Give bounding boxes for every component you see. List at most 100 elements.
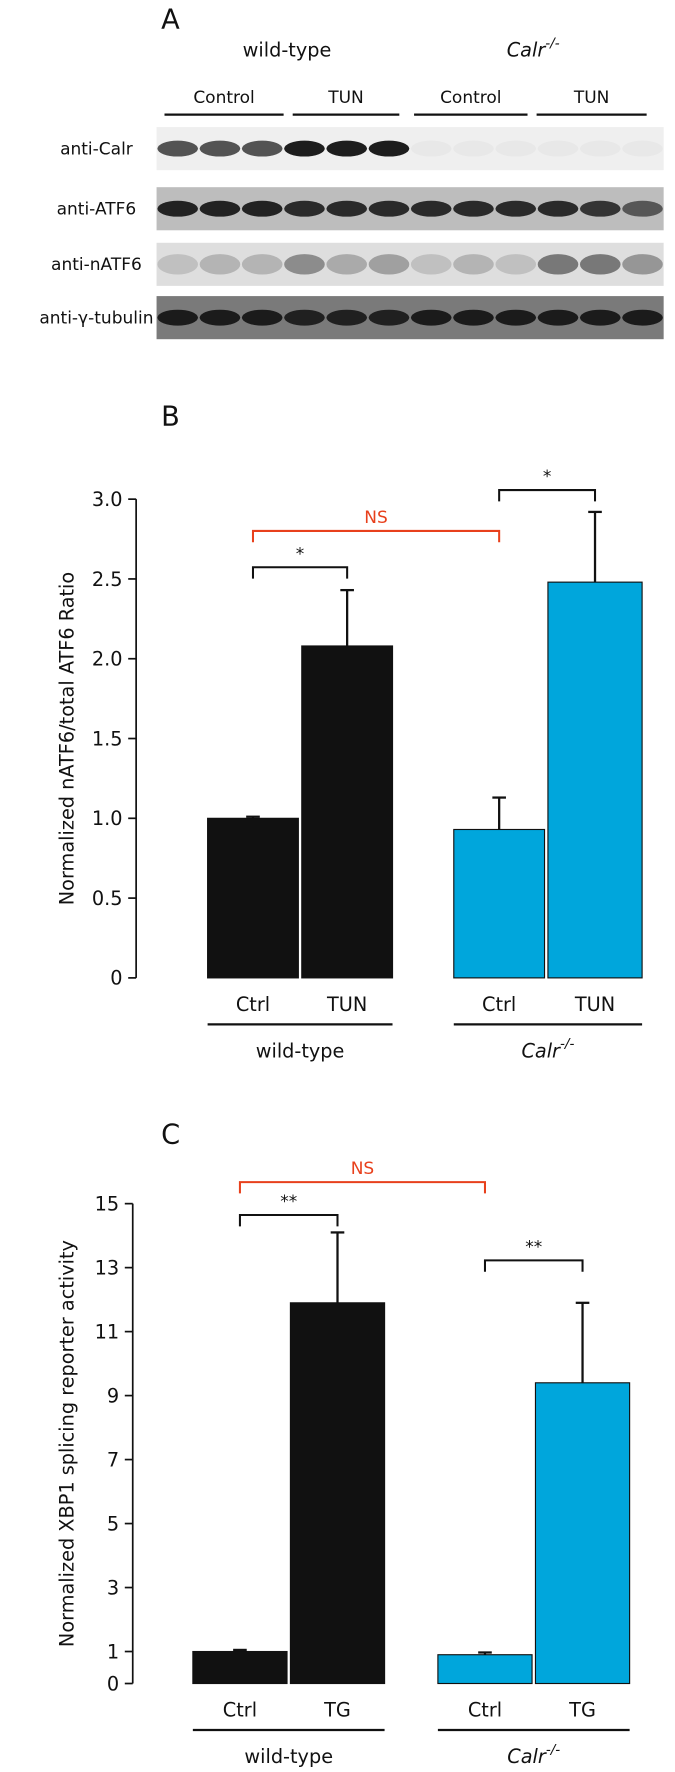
- blot-band: [326, 140, 368, 157]
- group-sup: -/-: [545, 36, 559, 52]
- blot-band: [453, 141, 494, 157]
- condition-label: Control: [440, 88, 501, 108]
- y-tick-label: 3.0: [92, 488, 123, 511]
- y-tick-label: 15: [95, 1192, 120, 1215]
- blot-strip: [156, 127, 664, 171]
- y-tick-label: 1.5: [92, 727, 123, 750]
- group-sup: -/-: [560, 1036, 574, 1052]
- group-label: Calr-/-: [507, 36, 560, 62]
- blot-band: [199, 254, 241, 275]
- sig-bracket: [483, 1259, 584, 1272]
- y-tick-label: 0: [107, 1672, 119, 1695]
- blot-band: [410, 200, 452, 217]
- y-tick-label: 1.0: [92, 807, 123, 830]
- blot-band: [622, 254, 663, 275]
- x-tick-label: Ctrl: [482, 993, 516, 1016]
- sig-label: **: [280, 1192, 297, 1212]
- group-name: wild-type: [243, 39, 332, 62]
- row-label: anti-γ-tubulin: [39, 308, 153, 328]
- panel-label: B: [161, 401, 180, 432]
- sig-label: NS: [364, 508, 388, 528]
- blot-band: [284, 254, 325, 275]
- condition-label: Control: [193, 88, 254, 108]
- blot-band: [622, 309, 663, 326]
- blot-band: [368, 140, 410, 157]
- sig-bracket: [238, 1213, 339, 1227]
- group-label: wild-type: [244, 1745, 333, 1768]
- row-label: anti-Calr: [60, 139, 133, 159]
- blot-band: [495, 200, 537, 217]
- blot-band: [284, 140, 325, 157]
- group-name: wild-type: [256, 1039, 345, 1062]
- group-label: Calr-/-: [521, 1036, 574, 1062]
- blot-band: [157, 254, 198, 275]
- bar: [207, 817, 299, 979]
- blot-band: [579, 309, 621, 326]
- y-axis-label: Normalized XBP1 splicing reporter activi…: [56, 1240, 79, 1647]
- blot-strip: [156, 242, 664, 286]
- group-name: Calr: [521, 1039, 561, 1062]
- condition-label: TUN: [327, 88, 364, 108]
- y-tick-label: 2.5: [92, 568, 123, 591]
- x-tick-label: TUN: [574, 993, 615, 1016]
- y-tick-label: 7: [107, 1448, 119, 1471]
- sig-bracket: [251, 529, 501, 543]
- blot-band: [157, 140, 198, 157]
- blot-band: [199, 200, 241, 217]
- blot-band: [368, 200, 410, 217]
- y-tick-label: 9: [107, 1384, 119, 1407]
- blot-band: [580, 141, 621, 157]
- blot-band: [326, 309, 368, 326]
- blot-band: [495, 309, 537, 326]
- blot-band: [622, 200, 663, 217]
- blot-band: [579, 254, 621, 275]
- blot-band: [157, 200, 198, 217]
- group-name: Calr: [507, 1745, 547, 1768]
- bar: [534, 1382, 631, 1685]
- panel-label: A: [161, 4, 180, 35]
- sig-bracket: [498, 489, 597, 502]
- bar: [289, 1302, 386, 1685]
- blot-band: [537, 200, 579, 217]
- blot-band: [284, 309, 325, 326]
- sig-label: NS: [351, 1159, 375, 1179]
- x-tick-label: Ctrl: [468, 1698, 502, 1721]
- sig-bracket: [238, 1181, 486, 1194]
- blot-band: [411, 141, 452, 157]
- blot-strip: [156, 187, 664, 231]
- y-tick-label: 13: [95, 1256, 120, 1279]
- sig-label: **: [525, 1237, 542, 1257]
- bar: [453, 828, 546, 979]
- panel-label: C: [161, 1120, 180, 1151]
- blot-band: [241, 200, 283, 217]
- group-sup: -/-: [546, 1742, 560, 1758]
- bar: [437, 1654, 533, 1685]
- y-tick-label: 3: [107, 1576, 119, 1599]
- blot-band: [537, 254, 579, 275]
- x-tick-label: TG: [323, 1698, 351, 1721]
- blot-band: [326, 254, 368, 275]
- row-label: anti-nATF6: [51, 255, 142, 275]
- y-tick-label: 2.0: [92, 648, 123, 671]
- blot-band: [453, 309, 494, 326]
- sig-label: *: [296, 544, 305, 564]
- blot-band: [579, 200, 621, 217]
- y-tick-label: 11: [95, 1320, 120, 1343]
- blot-band: [538, 141, 579, 157]
- sig-label: *: [543, 467, 552, 487]
- blot-band: [241, 140, 283, 157]
- row-label: anti-ATF6: [57, 199, 137, 219]
- blot-band: [368, 254, 410, 275]
- bar: [547, 581, 643, 979]
- blot-band: [537, 309, 579, 326]
- x-tick-label: Ctrl: [223, 1698, 257, 1721]
- blot-band: [241, 309, 283, 326]
- blot-band: [241, 254, 283, 275]
- blot-strip: [156, 296, 664, 340]
- y-axis-label: Normalized nATF6/total ATF6 Ratio: [56, 572, 79, 905]
- bar: [192, 1650, 288, 1685]
- blot-band: [157, 309, 198, 326]
- blot-band: [284, 200, 325, 217]
- x-tick-label: TG: [568, 1698, 596, 1721]
